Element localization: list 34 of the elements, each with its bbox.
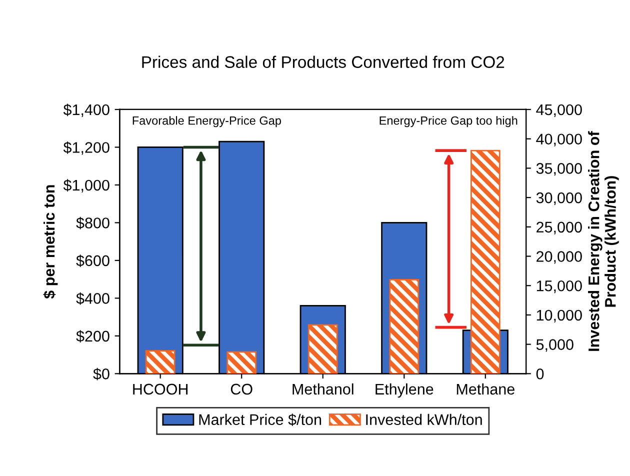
annotation: Energy-Price Gap too high — [380, 116, 518, 128]
y2-tick-label: 45,000 — [536, 104, 582, 117]
x-tick-label: CO — [230, 384, 252, 395]
y2-tick-label: 30,000 — [536, 192, 582, 206]
x-tick-label: Ethylene — [376, 383, 434, 398]
bar — [308, 324, 338, 374]
y2-tick-label: 10,000 — [536, 310, 582, 322]
y2-tick-label: 40,000 — [536, 134, 582, 146]
y-axis-title: $ per metric ton — [43, 185, 58, 299]
x-tick-label: HCOOH — [133, 384, 188, 395]
y2-axis-title: Invested Energy in Creation of Product (kWh/ton) — [588, 131, 619, 351]
chart-title: Prices and Sale of Products Converted from CO2 — [142, 56, 504, 68]
y2-tick-label: 5,000 — [536, 339, 574, 352]
bar — [145, 350, 176, 374]
annotation: Favorable Energy-Price Gap — [132, 116, 281, 128]
legend-label: Invested kWh/ton — [366, 414, 482, 426]
y-tick-label: $1,400 — [63, 104, 110, 117]
y2-tick-label: 20,000 — [536, 251, 582, 264]
y-tick-label: $600 — [76, 254, 110, 268]
y-tick-label: $800 — [76, 216, 110, 230]
x-tick-label: Methanol — [292, 383, 354, 395]
y2-tick-label: 0 — [536, 368, 544, 380]
y2-tick-label: 15,000 — [536, 280, 582, 294]
x-tick-label: Methane — [456, 383, 514, 395]
y-tick-label: $200 — [76, 330, 110, 343]
bar — [226, 351, 257, 374]
y-tick-label: $1,000 — [63, 179, 110, 192]
legend-label: Market Price $/ton — [199, 414, 322, 426]
y2-tick-label: 35,000 — [536, 163, 582, 176]
y-tick-label: $1,200 — [63, 141, 110, 155]
y2-tick-label: 25,000 — [536, 222, 582, 234]
y-tick-label: $400 — [76, 292, 110, 305]
bar — [389, 279, 420, 374]
y-tick-label: $0 — [93, 368, 110, 380]
